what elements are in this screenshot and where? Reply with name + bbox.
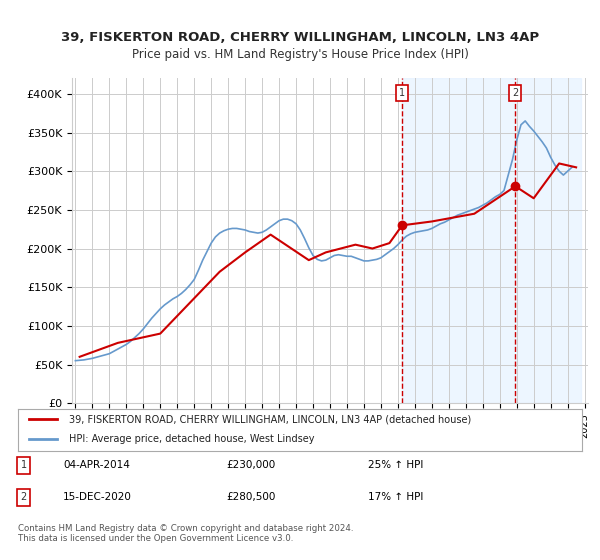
Text: 17% ↑ HPI: 17% ↑ HPI <box>368 492 423 502</box>
Text: 39, FISKERTON ROAD, CHERRY WILLINGHAM, LINCOLN, LN3 4AP: 39, FISKERTON ROAD, CHERRY WILLINGHAM, L… <box>61 31 539 44</box>
Text: 1: 1 <box>20 460 27 470</box>
Text: HPI: Average price, detached house, West Lindsey: HPI: Average price, detached house, West… <box>69 434 314 444</box>
Text: 2: 2 <box>20 492 27 502</box>
Text: Price paid vs. HM Land Registry's House Price Index (HPI): Price paid vs. HM Land Registry's House … <box>131 48 469 60</box>
Text: 39, FISKERTON ROAD, CHERRY WILLINGHAM, LINCOLN, LN3 4AP (detached house): 39, FISKERTON ROAD, CHERRY WILLINGHAM, L… <box>69 414 471 424</box>
Text: 25% ↑ HPI: 25% ↑ HPI <box>368 460 423 470</box>
Bar <box>402 78 581 403</box>
Text: 2: 2 <box>512 88 518 98</box>
Text: 15-DEC-2020: 15-DEC-2020 <box>63 492 132 502</box>
Text: Contains HM Land Registry data © Crown copyright and database right 2024.
This d: Contains HM Land Registry data © Crown c… <box>18 524 353 543</box>
Text: £230,000: £230,000 <box>227 460 276 470</box>
Text: 1: 1 <box>399 88 405 98</box>
Text: 04-APR-2014: 04-APR-2014 <box>63 460 130 470</box>
Text: £280,500: £280,500 <box>227 492 276 502</box>
